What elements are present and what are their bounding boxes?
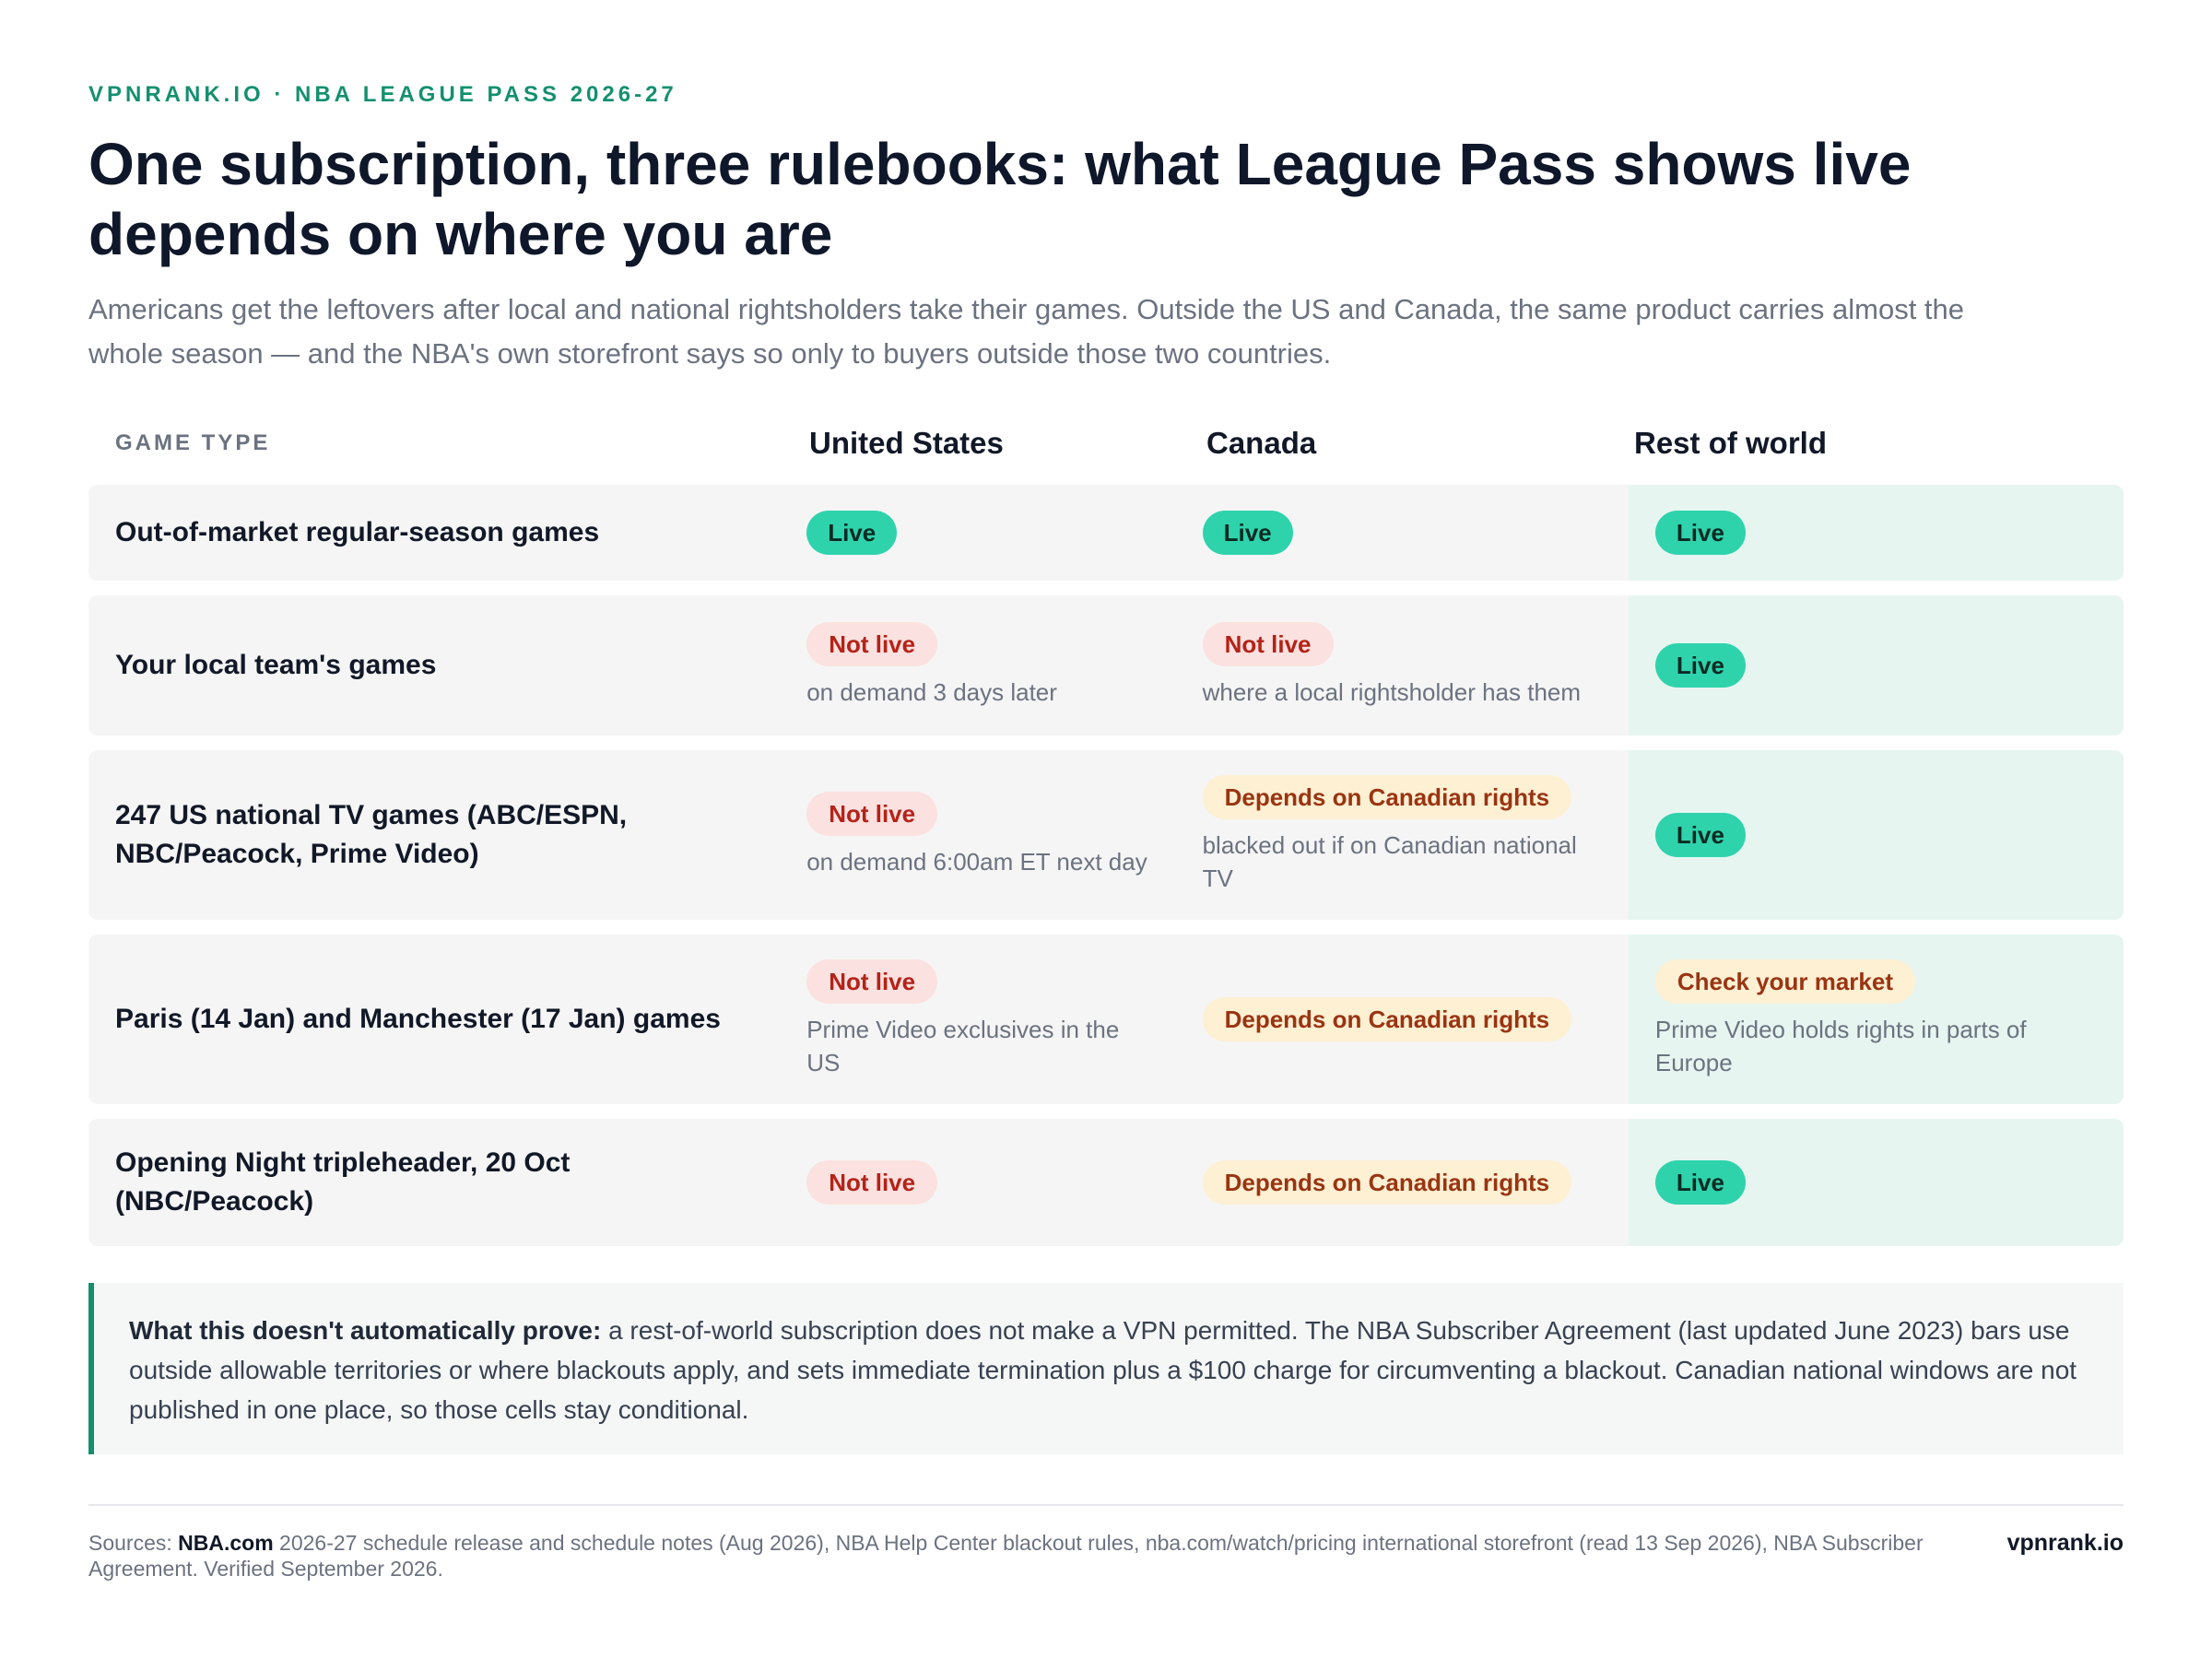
cell-note: blacked out if on Canadian national TV xyxy=(1202,831,1577,892)
comparison-table: GAME TYPE United States Canada Rest of w… xyxy=(88,417,2124,1246)
us-cell: Live xyxy=(806,485,1202,581)
page-subtitle: Americans get the leftovers after local … xyxy=(88,293,1965,370)
cell-note: on demand 6:00am ET next day xyxy=(806,848,1147,876)
us-cell: Not live on demand 6:00am ET next day xyxy=(806,750,1202,920)
us-cell: Not live xyxy=(806,1119,1202,1246)
callout-lead: What this doesn't automatically prove: xyxy=(129,1316,602,1345)
status-badge-live: Live xyxy=(1654,813,1746,857)
cell-note: where a local rightsholder has them xyxy=(1202,678,1582,706)
canada-cell: Depends on Canadian rights xyxy=(1202,935,1629,1104)
rest-of-world-cell: Live xyxy=(1628,485,2124,581)
canada-cell: Not live where a local rightsholder has … xyxy=(1202,595,1629,735)
callout-text: What this doesn't automatically prove: a… xyxy=(129,1311,2092,1429)
column-header-game-type: GAME TYPE xyxy=(115,430,271,455)
rest-of-world-cell: Live xyxy=(1628,1119,2124,1246)
status-badge-live: Live xyxy=(806,511,898,555)
status-badge-not-live: Not live xyxy=(1202,622,1334,666)
row-label-cell: Opening Night tripleheader, 20 Oct (NBC/… xyxy=(88,1119,806,1246)
brand-logo-text: vpnrank.io xyxy=(2006,1530,2124,1556)
row-label: Paris (14 Jan) and Manchester (17 Jan) g… xyxy=(115,1004,721,1034)
table-row: Your local team's games Not live on dema… xyxy=(88,595,2124,735)
sources-link-nba: NBA.com xyxy=(178,1531,274,1555)
status-badge-live: Live xyxy=(1654,511,1746,555)
caveat-callout: What this doesn't automatically prove: a… xyxy=(88,1283,2124,1454)
cell-note: Prime Video exclusives in the US xyxy=(806,1016,1120,1076)
column-header-us: United States xyxy=(809,426,1004,460)
status-badge-live: Live xyxy=(1654,643,1746,688)
eyebrow: VPNRANK.IO · NBA LEAGUE PASS 2026-27 xyxy=(88,82,677,107)
canada-cell: Depends on Canadian rights xyxy=(1202,1119,1629,1246)
us-cell: Not live Prime Video exclusives in the U… xyxy=(806,935,1202,1104)
sources-label: Sources: xyxy=(88,1531,179,1555)
page-title: One subscription, three rulebooks: what … xyxy=(88,131,1912,267)
status-badge-not-live: Not live xyxy=(806,792,938,836)
column-header-canada: Canada xyxy=(1206,426,1317,460)
row-label-cell: 247 US national TV games (ABC/ESPN, NBC/… xyxy=(88,750,806,920)
row-label-cell: Your local team's games xyxy=(88,595,806,735)
footer-divider xyxy=(88,1504,2124,1506)
table-row: Opening Night tripleheader, 20 Oct (NBC/… xyxy=(88,1119,2124,1246)
row-label-cell: Paris (14 Jan) and Manchester (17 Jan) g… xyxy=(88,935,806,1104)
status-badge-not-live: Not live xyxy=(806,959,938,1004)
column-header-rest-of-world: Rest of world xyxy=(1634,426,1828,460)
table-row: Out-of-market regular-season games Live … xyxy=(88,485,2124,581)
table-header: GAME TYPE United States Canada Rest of w… xyxy=(88,417,2124,470)
status-badge-live: Live xyxy=(1202,511,1293,555)
footer: Sources: NBA.com 2026-27 schedule releas… xyxy=(88,1530,2124,1582)
callout-body: a rest-of-world subscription does not ma… xyxy=(129,1316,2077,1424)
canada-cell: Live xyxy=(1202,485,1629,581)
table-row: Paris (14 Jan) and Manchester (17 Jan) g… xyxy=(88,935,2124,1104)
status-badge-not-live: Not live xyxy=(806,622,938,666)
sources-text: Sources: NBA.com 2026-27 schedule releas… xyxy=(88,1530,2006,1582)
sources-detail: 2026-27 schedule release and schedule no… xyxy=(88,1531,1924,1581)
us-cell: Not live on demand 3 days later xyxy=(806,595,1202,735)
status-badge-conditional: Depends on Canadian rights xyxy=(1202,775,1572,819)
cell-note: on demand 3 days later xyxy=(806,678,1057,706)
row-label: Opening Night tripleheader, 20 Oct (NBC/… xyxy=(115,1147,571,1217)
rest-of-world-cell: Live xyxy=(1628,595,2124,735)
rest-of-world-cell: Check your market Prime Video holds righ… xyxy=(1628,935,2124,1104)
row-label: 247 US national TV games (ABC/ESPN, NBC/… xyxy=(115,800,628,869)
status-badge-conditional: Depends on Canadian rights xyxy=(1202,1160,1572,1205)
rest-of-world-cell: Live xyxy=(1628,750,2124,920)
row-label: Out-of-market regular-season games xyxy=(115,517,600,547)
row-label: Your local team's games xyxy=(115,650,437,680)
table-row: 247 US national TV games (ABC/ESPN, NBC/… xyxy=(88,750,2124,920)
status-badge-not-live: Not live xyxy=(806,1160,938,1205)
cell-note: Prime Video holds rights in parts of Eur… xyxy=(1654,1016,2027,1076)
row-label-cell: Out-of-market regular-season games xyxy=(88,485,806,581)
status-badge-check-market: Check your market xyxy=(1654,959,1915,1004)
status-badge-live: Live xyxy=(1654,1160,1746,1205)
canada-cell: Depends on Canadian rights blacked out i… xyxy=(1202,750,1629,920)
status-badge-conditional: Depends on Canadian rights xyxy=(1202,997,1572,1041)
